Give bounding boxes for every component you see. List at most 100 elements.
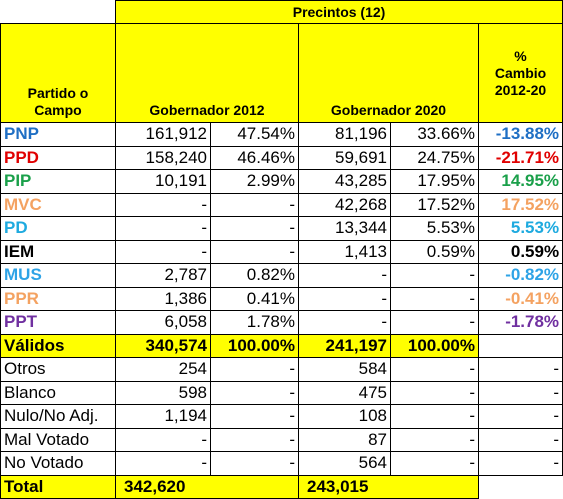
party-row: PPD 158,240 46.46% 59,691 24.75% -21.71% [0, 145, 563, 170]
pct-2020: 33.66% [390, 122, 479, 147]
votes-2020: 108 [298, 404, 391, 429]
pct-2012: - [210, 357, 299, 382]
pct-2012: 47.54% [210, 122, 299, 147]
pct-change: - [477, 451, 563, 476]
votes-2020: - [298, 263, 391, 288]
pct-change-header: % Cambio 2012-20 [477, 23, 563, 123]
pct-2020: 17.95% [390, 169, 479, 194]
pct-change: - [477, 404, 563, 429]
party-name: PPR [0, 286, 116, 311]
pct-change: - [477, 380, 563, 405]
other-label: Mal Votado [0, 427, 116, 452]
pct-2012: - [210, 380, 299, 405]
pct-2020: - [390, 380, 479, 405]
votes-2012: - [115, 192, 211, 217]
total-votes-2012: 342,620 [115, 474, 299, 499]
votes-2020: 87 [298, 427, 391, 452]
pct-2012: - [210, 192, 299, 217]
other-label: Nulo/No Adj. [0, 404, 116, 429]
pct-2012: 2.99% [210, 169, 299, 194]
pct-change: 14.95% [477, 169, 563, 194]
votes-2012: 10,191 [115, 169, 211, 194]
party-row: PPT 6,058 1.78% - - -1.78% [0, 310, 563, 335]
pct-2012: 46.46% [210, 145, 299, 170]
pct-2012: - [210, 216, 299, 241]
party-name: PPD [0, 145, 116, 170]
votes-2020: - [298, 286, 391, 311]
other-label: Otros [0, 357, 116, 382]
party-row: MUS 2,787 0.82% - - -0.82% [0, 263, 563, 288]
other-row: No Votado - -564- - [0, 451, 563, 476]
party-column-header: Partido o Campo [0, 23, 116, 123]
validos-row: Válidos 340,574 100.00% 241,197 100.00% [0, 333, 563, 358]
total-label: Total [0, 474, 116, 499]
votes-2020: 81,196 [298, 122, 391, 147]
pct-2012: 0.41% [210, 286, 299, 311]
party-name: MUS [0, 263, 116, 288]
other-rows: Otros 254-584- - Blanco 598-475- - Nulo/No Adj… [0, 357, 563, 476]
pct-change: - [477, 357, 563, 382]
pct-change: -13.88% [477, 122, 563, 147]
validos-votes-2012: 340,574 [115, 333, 211, 358]
pct-2020: - [390, 427, 479, 452]
votes-2020: 13,344 [298, 216, 391, 241]
pct-2020: - [390, 263, 479, 288]
votes-2012: 161,912 [115, 122, 211, 147]
pct-change: -21.71% [477, 145, 563, 170]
total-votes-2020: 243,015 [298, 474, 479, 499]
votes-2012: 254 [115, 357, 211, 382]
votes-2020: 564 [298, 451, 391, 476]
party-name: PNP [0, 122, 116, 147]
votes-2020: 43,285 [298, 169, 391, 194]
party-row: IEM - -1,413 0.59% 0.59% [0, 239, 563, 264]
votes-2020: - [298, 310, 391, 335]
pct-2020: - [390, 404, 479, 429]
header-corner [0, 0, 116, 24]
pct-2012: - [210, 427, 299, 452]
validos-label: Válidos [0, 333, 116, 358]
other-row: Nulo/No Adj. 1,194-108- - [0, 404, 563, 429]
pct-2020: 5.53% [390, 216, 479, 241]
pct-2020: 24.75% [390, 145, 479, 170]
validos-section: Válidos 340,574 100.00% 241,197 100.00% [0, 333, 563, 358]
pct-2020: - [390, 357, 479, 382]
votes-2020: 475 [298, 380, 391, 405]
pct-2012: 0.82% [210, 263, 299, 288]
party-name: PD [0, 216, 116, 241]
pct-2012: 1.78% [210, 310, 299, 335]
validos-pct-2020: 100.00% [390, 333, 479, 358]
pct-change: 0.59% [477, 239, 563, 264]
pct-change-line1: % [514, 47, 527, 64]
votes-2012: 158,240 [115, 145, 211, 170]
party-name: PIP [0, 169, 116, 194]
other-row: Blanco 598-475- - [0, 380, 563, 405]
votes-2012: 598 [115, 380, 211, 405]
total-blank [478, 475, 563, 499]
votes-2012: - [115, 239, 211, 264]
party-row: PPR 1,386 0.41% - - -0.41% [0, 286, 563, 311]
party-name: IEM [0, 239, 116, 264]
precincts-title: Precintos (12) [114, 0, 563, 24]
total-section: Total 342,620 243,015 [0, 474, 563, 499]
other-label: No Votado [0, 451, 116, 476]
votes-2012: 1,386 [115, 286, 211, 311]
pct-change: -0.41% [477, 286, 563, 311]
party-name: PPT [0, 310, 116, 335]
party-row: MVC - -42,268 17.52% 17.52% [0, 192, 563, 217]
validos-change [477, 333, 563, 358]
pct-2020: 0.59% [390, 239, 479, 264]
pct-change-line3: 2012-20 [494, 81, 547, 98]
party-column-label: Partido o Campo [27, 85, 89, 118]
pct-change: -0.82% [477, 263, 563, 288]
pct-2012: - [210, 451, 299, 476]
pct-change: 5.53% [477, 216, 563, 241]
pct-2020: 17.52% [390, 192, 479, 217]
other-row: Otros 254-584- - [0, 357, 563, 382]
votes-2020: 42,268 [298, 192, 391, 217]
total-row: Total 342,620 243,015 [0, 474, 563, 499]
votes-2012: 1,194 [115, 404, 211, 429]
other-label: Blanco [0, 380, 116, 405]
validos-votes-2020: 241,197 [298, 333, 391, 358]
votes-2012: - [115, 216, 211, 241]
